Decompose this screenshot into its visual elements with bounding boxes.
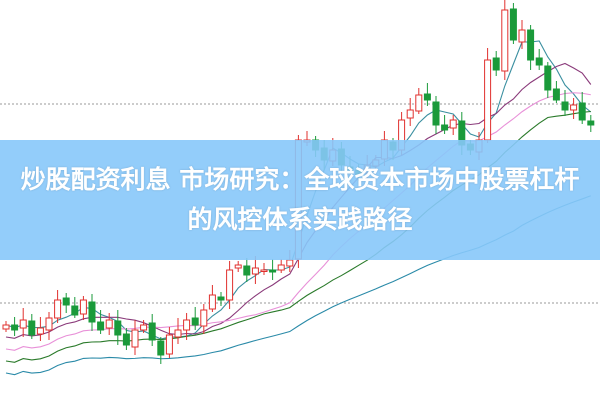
candle-up: [277, 264, 285, 271]
candle-down: [114, 320, 122, 336]
candle-up: [165, 334, 173, 355]
candle-up: [406, 109, 414, 119]
candle-up: [79, 299, 87, 315]
candle-up: [45, 317, 53, 331]
candle-down: [535, 57, 543, 66]
candle-up: [131, 329, 139, 348]
candle-up: [19, 319, 27, 329]
candle-down: [71, 305, 79, 316]
candle-down: [432, 101, 440, 126]
candle-up: [105, 319, 113, 329]
candle-up: [208, 294, 216, 310]
candle-down: [62, 297, 70, 306]
candle-up: [501, 9, 509, 72]
candle-up: [226, 269, 234, 301]
candle-up: [36, 327, 44, 335]
candle-up: [286, 259, 294, 267]
candle-up: [260, 269, 268, 272]
candle-down: [423, 93, 431, 101]
candle-up: [251, 267, 259, 275]
candle-down: [148, 322, 156, 341]
candle-up: [174, 329, 182, 338]
candle-up: [54, 299, 62, 319]
candle-down: [191, 317, 199, 326]
candle-down: [587, 120, 595, 126]
candle-up: [200, 309, 208, 327]
candle-down: [492, 57, 500, 71]
candle-up: [518, 29, 526, 43]
article-title: 炒股配资利息 市场研究：全球资本市场中股票杠杆的风控体系实践路径: [20, 165, 580, 234]
candle-down: [269, 269, 277, 273]
candle-down: [509, 8, 517, 41]
candle-up: [183, 319, 191, 331]
candle-up: [234, 264, 242, 269]
candle-down: [561, 101, 569, 111]
candle-up: [2, 324, 10, 330]
candle-down: [552, 88, 560, 101]
candle-down: [157, 340, 165, 356]
candle-down: [122, 333, 130, 346]
candle-up: [140, 324, 148, 331]
candle-up: [570, 104, 578, 111]
candle-down: [578, 102, 586, 121]
candle-down: [97, 321, 105, 331]
candle-down: [217, 296, 225, 301]
candle-down: [243, 265, 251, 276]
candle-up: [449, 119, 457, 129]
candle-down: [28, 320, 36, 336]
candle-down: [88, 301, 96, 323]
title-banner: 炒股配资利息 市场研究：全球资本市场中股票杠杆的风控体系实践路径: [0, 140, 600, 260]
candle-down: [441, 124, 449, 131]
candle-up: [484, 59, 492, 141]
candle-up: [415, 94, 423, 112]
candle-down: [544, 65, 552, 91]
candle-down: [11, 324, 19, 331]
candle-down: [527, 29, 535, 61]
